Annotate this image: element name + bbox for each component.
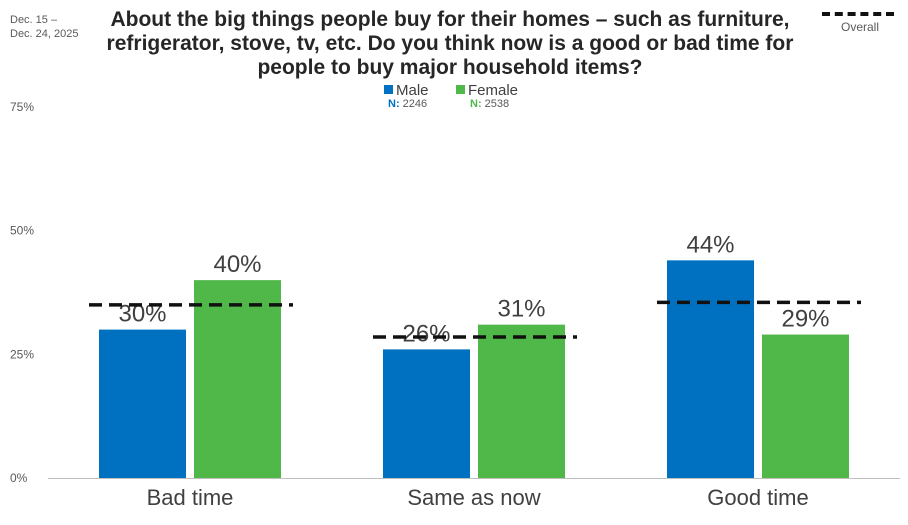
x-category-label: Bad time <box>147 485 234 510</box>
legend-item-male: Male <box>384 82 429 99</box>
legend-item-female: Female <box>456 82 518 99</box>
date-range: Dec. 15 – Dec. 24, 2025 <box>10 13 79 41</box>
y-tick-label: 50% <box>10 224 34 238</box>
bar-male <box>667 260 754 478</box>
date-range-start: Dec. 15 – <box>10 14 58 26</box>
bar-female <box>194 280 281 478</box>
chart-title: About the big things people buy for thei… <box>106 8 794 79</box>
legend-label-female: Female <box>468 82 519 99</box>
y-tick-label: 75% <box>10 100 34 114</box>
legend-label-overall: Overall <box>840 20 879 34</box>
data-label-female: 40% <box>213 251 261 278</box>
data-label-male: 44% <box>686 231 734 258</box>
legend: Male Female N: 2246 N: 2538 <box>380 82 550 114</box>
legend-label-male: Male <box>396 82 429 99</box>
legend-item-overall: Overall <box>822 8 898 34</box>
data-label-male: 26% <box>402 320 450 347</box>
data-label-female: 29% <box>781 306 829 333</box>
legend-n-prefix-female: N: <box>470 98 482 110</box>
x-category-label: Same as now <box>407 485 540 510</box>
legend-swatch-female <box>456 85 465 94</box>
legend-swatch-overall <box>822 12 894 16</box>
bar-male <box>99 329 186 478</box>
legend-n-female: N: 2538 <box>470 98 509 110</box>
legend-n-prefix-male: N: <box>388 98 400 110</box>
bar-male <box>383 349 470 478</box>
data-label-female: 31% <box>497 296 545 323</box>
legend-n-value-male: 2246 <box>402 98 428 110</box>
bar-female <box>478 324 565 478</box>
x-category-label: Good time <box>707 485 809 510</box>
y-tick-label: 0% <box>10 471 28 485</box>
legend-n-value-female: 2538 <box>484 98 510 110</box>
y-tick-label: 25% <box>10 347 34 361</box>
date-range-end: Dec. 24, 2025 <box>10 28 79 40</box>
bar-female <box>762 334 849 478</box>
legend-n-male: N: 2246 <box>388 98 427 110</box>
legend-swatch-male <box>384 85 393 94</box>
